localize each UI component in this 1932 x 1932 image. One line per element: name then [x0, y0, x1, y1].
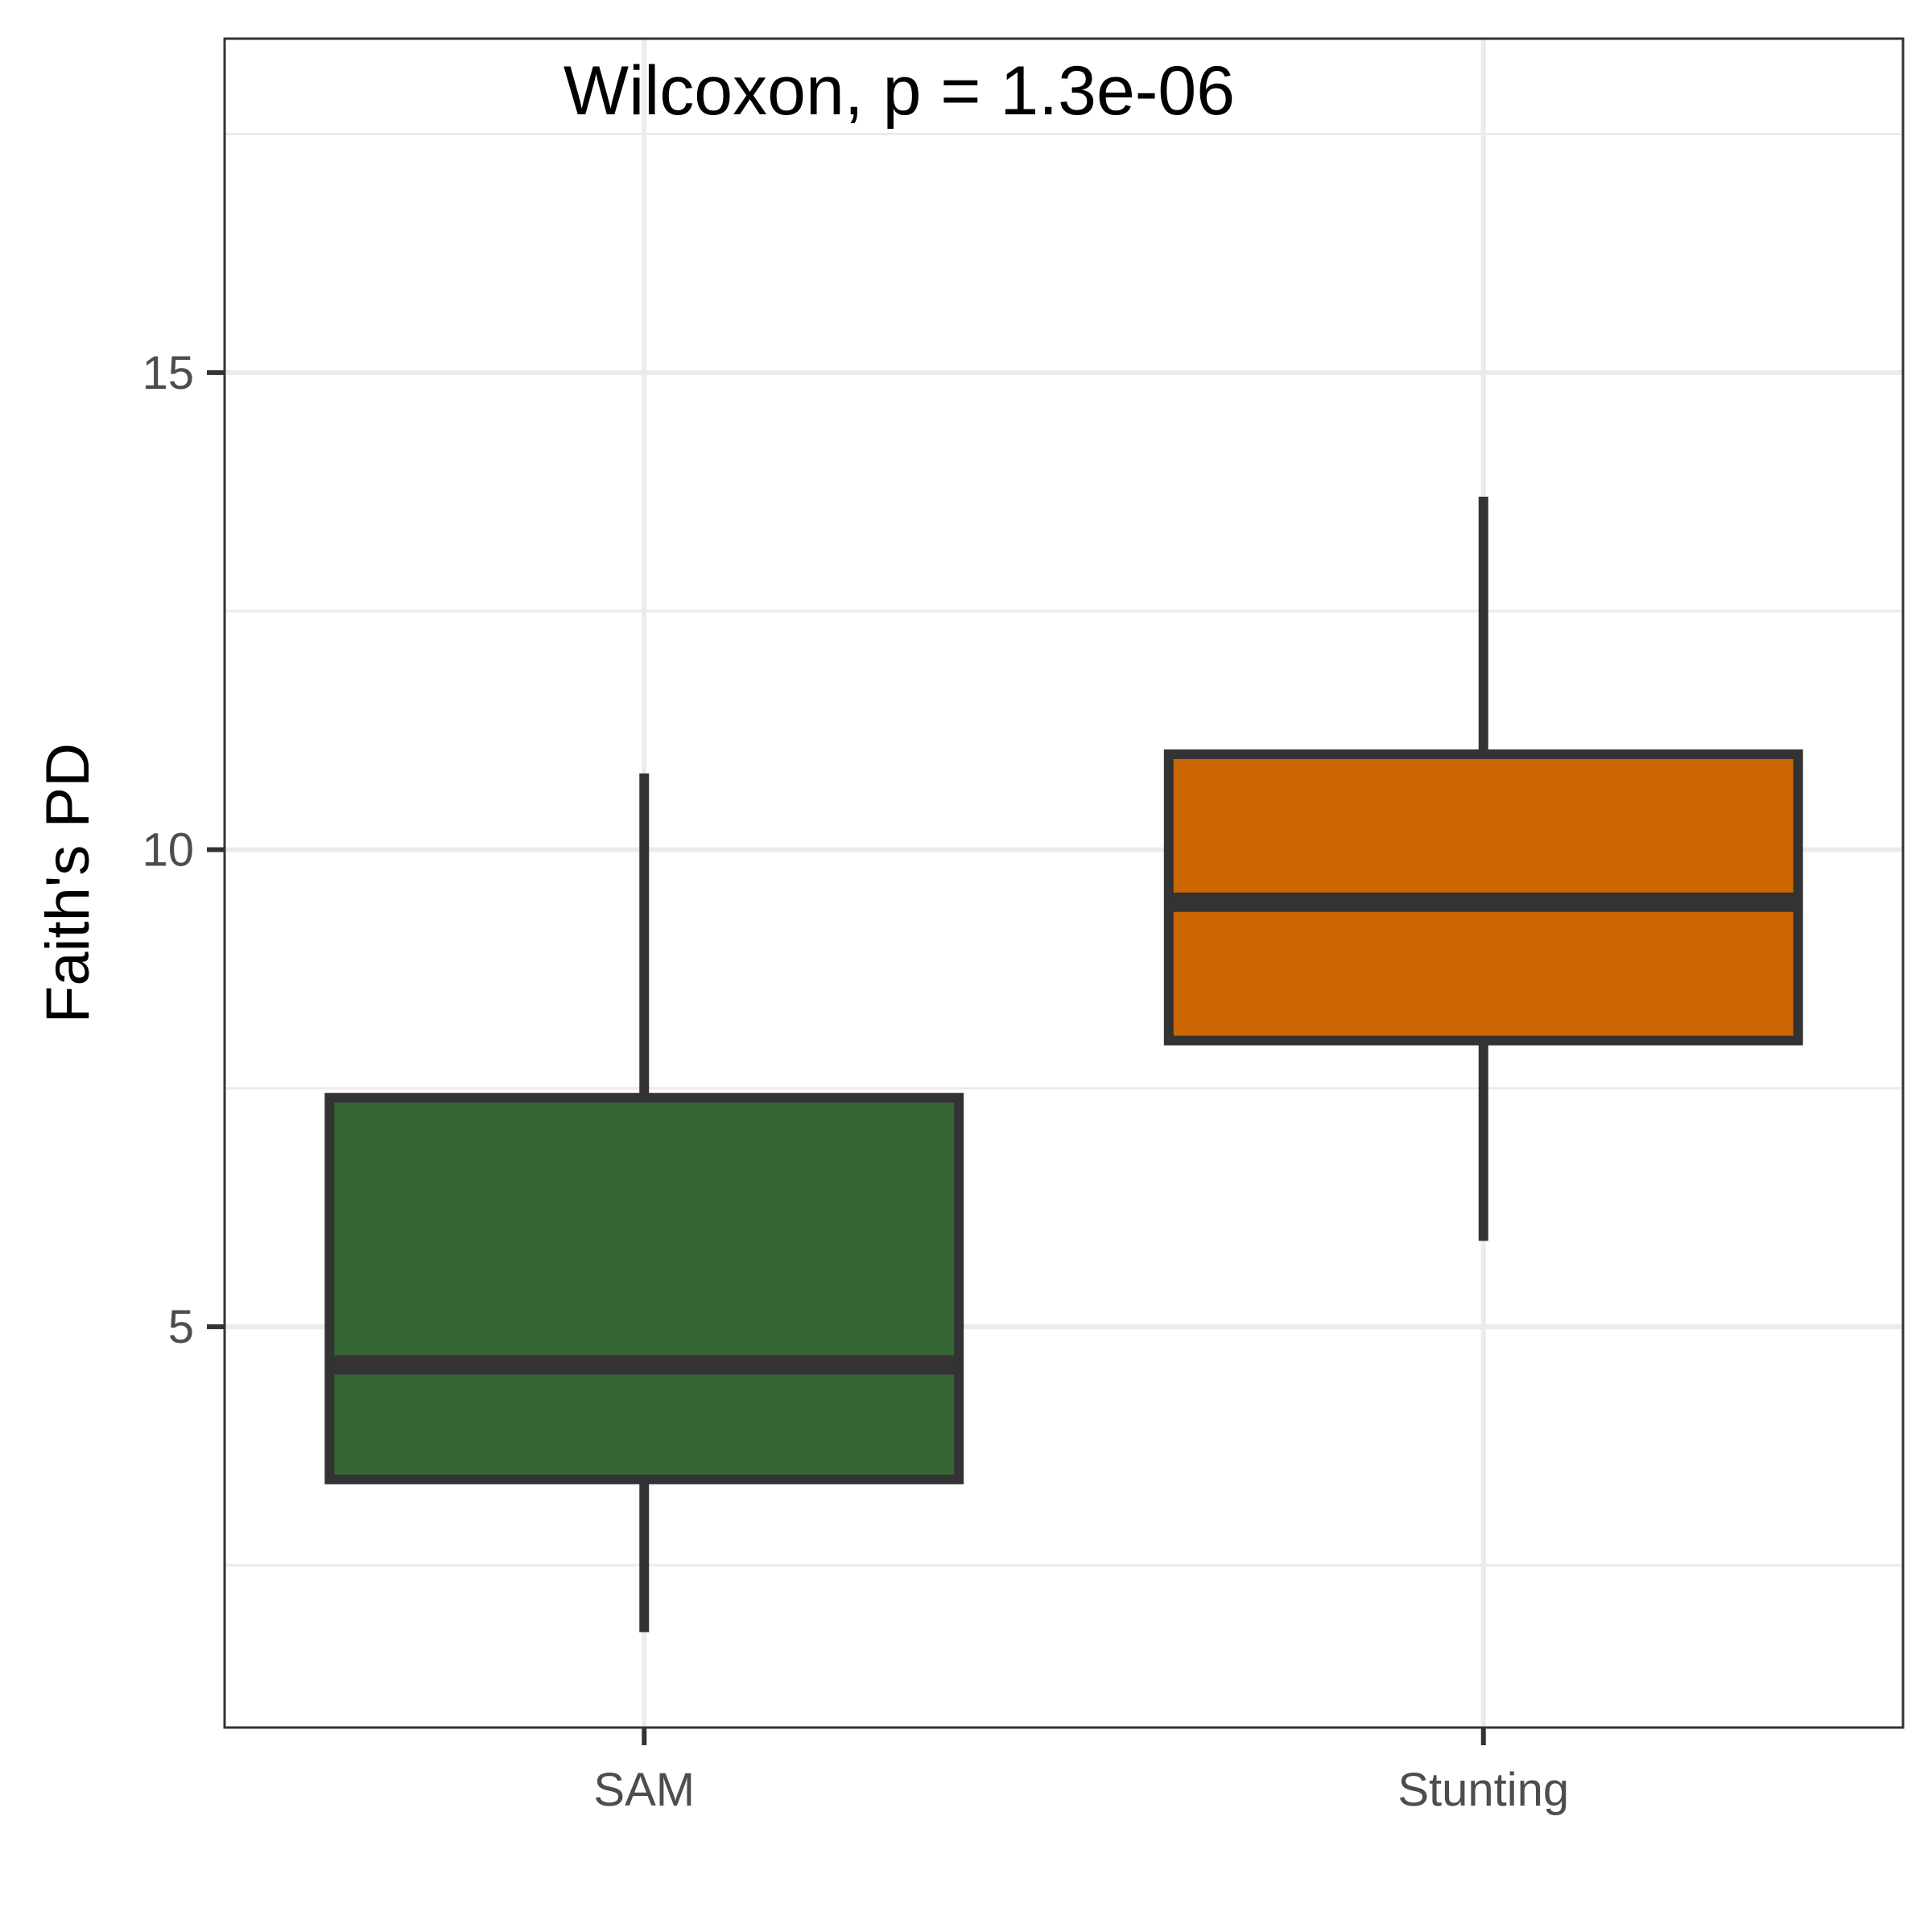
y-axis-title: Faith's PD — [34, 743, 102, 1023]
y-tick-label: 10 — [142, 824, 194, 877]
axes: 5 10 15 SAM Stunting — [142, 347, 1569, 1816]
iqr-box — [324, 1092, 964, 1484]
x-tick-label: SAM — [593, 1764, 695, 1816]
boxes — [324, 496, 1803, 1633]
y-tick-label: 15 — [142, 347, 194, 399]
x-tick-label: Stunting — [1397, 1764, 1569, 1816]
box-sam — [324, 773, 964, 1633]
box-stunting — [1163, 496, 1803, 1241]
y-tick-label: 5 — [168, 1301, 194, 1353]
wilcoxon-annotation: Wilcoxon, p = 1.3e-06 — [564, 52, 1235, 130]
plot-panel-border — [223, 37, 1905, 1729]
